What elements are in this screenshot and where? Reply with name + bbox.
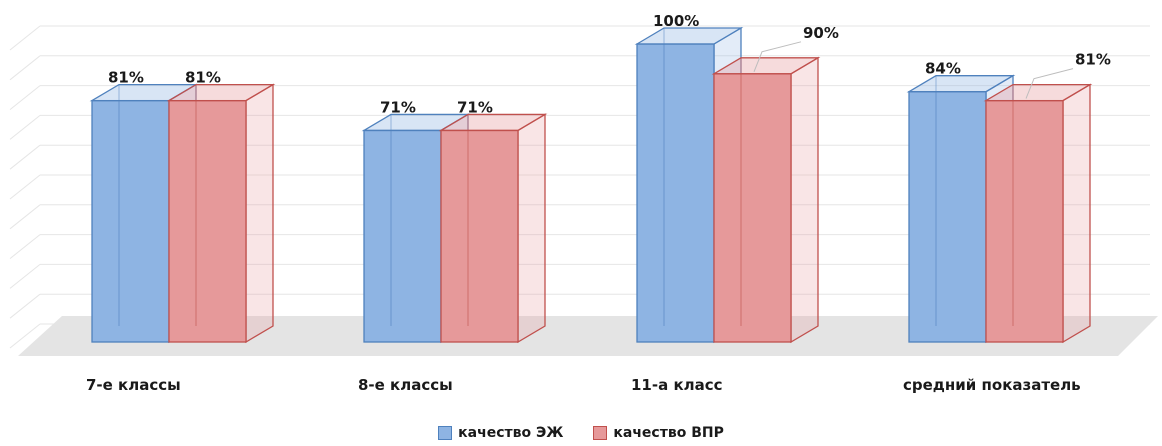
category-label: 11-а класс xyxy=(631,376,723,394)
chart-floor xyxy=(18,316,1158,356)
data-label: 84% xyxy=(925,60,961,78)
bar-top xyxy=(438,113,548,132)
chart-legend: качество ЭЖ качество ВПР xyxy=(0,423,1162,443)
bar-front xyxy=(908,91,987,343)
gridline-side xyxy=(9,85,41,110)
gridline-side xyxy=(9,55,41,81)
chart-bars xyxy=(89,26,1093,344)
data-label: 90% xyxy=(803,24,839,42)
data-label: 81% xyxy=(185,69,221,87)
bar-front xyxy=(985,99,1064,343)
bar-front xyxy=(91,99,170,343)
data-label: 81% xyxy=(108,69,144,87)
bar-top xyxy=(906,75,1016,93)
bar xyxy=(438,113,548,344)
category-label: средний показатель xyxy=(903,376,1081,394)
gridline-side xyxy=(9,174,41,200)
bar-side xyxy=(1062,83,1091,344)
legend-item-vpr: качество ВПР xyxy=(593,425,724,441)
gridline-side xyxy=(9,115,41,140)
data-label-leader xyxy=(753,41,802,72)
chart-category-labels: 7-е классы 8-е классы 11-а класс средний по… xyxy=(86,376,1081,394)
data-label: 71% xyxy=(380,98,416,116)
bar-top xyxy=(711,57,821,75)
bar xyxy=(711,56,821,344)
bar-side xyxy=(517,113,546,344)
bar-side xyxy=(245,83,274,344)
bar-top xyxy=(634,27,744,45)
legend-label-vpr: качество ВПР xyxy=(613,425,724,441)
bar-front xyxy=(363,129,442,343)
legend-item-ezh: качество ЭЖ xyxy=(438,425,563,441)
bar-front xyxy=(168,99,247,343)
gridline-side xyxy=(9,264,41,289)
bar-top xyxy=(166,83,276,102)
legend-swatch-ezh xyxy=(438,426,453,440)
data-label-leader xyxy=(1025,68,1074,99)
gridline-side xyxy=(9,293,41,319)
gridline-side xyxy=(9,323,41,349)
bar-chart: 81% 81% 71% 71% 100% 90% 84% 81% 7-е классы 8-е … xyxy=(9,12,1158,394)
legend-label-ezh: качество ЭЖ xyxy=(458,425,564,441)
gridline-side xyxy=(9,204,41,230)
data-label: 81% xyxy=(1075,51,1111,69)
bar-front xyxy=(636,43,715,343)
category-label: 8-е классы xyxy=(358,376,453,394)
gridline-side xyxy=(9,25,41,51)
gridline-side xyxy=(9,144,41,170)
chart-data-labels: 81% 81% 71% 71% 100% 90% 84% 81% xyxy=(108,12,1111,116)
gridline-side xyxy=(9,234,41,259)
bar-front xyxy=(440,129,519,343)
bar-top xyxy=(983,83,1093,102)
bar-side xyxy=(790,56,819,344)
category-label: 7-е классы xyxy=(86,376,181,394)
legend-swatch-vpr xyxy=(593,426,608,440)
data-label: 100% xyxy=(653,12,699,30)
bar xyxy=(983,83,1093,344)
data-label: 71% xyxy=(457,98,493,116)
bar-front xyxy=(713,73,792,343)
bar xyxy=(166,83,276,344)
